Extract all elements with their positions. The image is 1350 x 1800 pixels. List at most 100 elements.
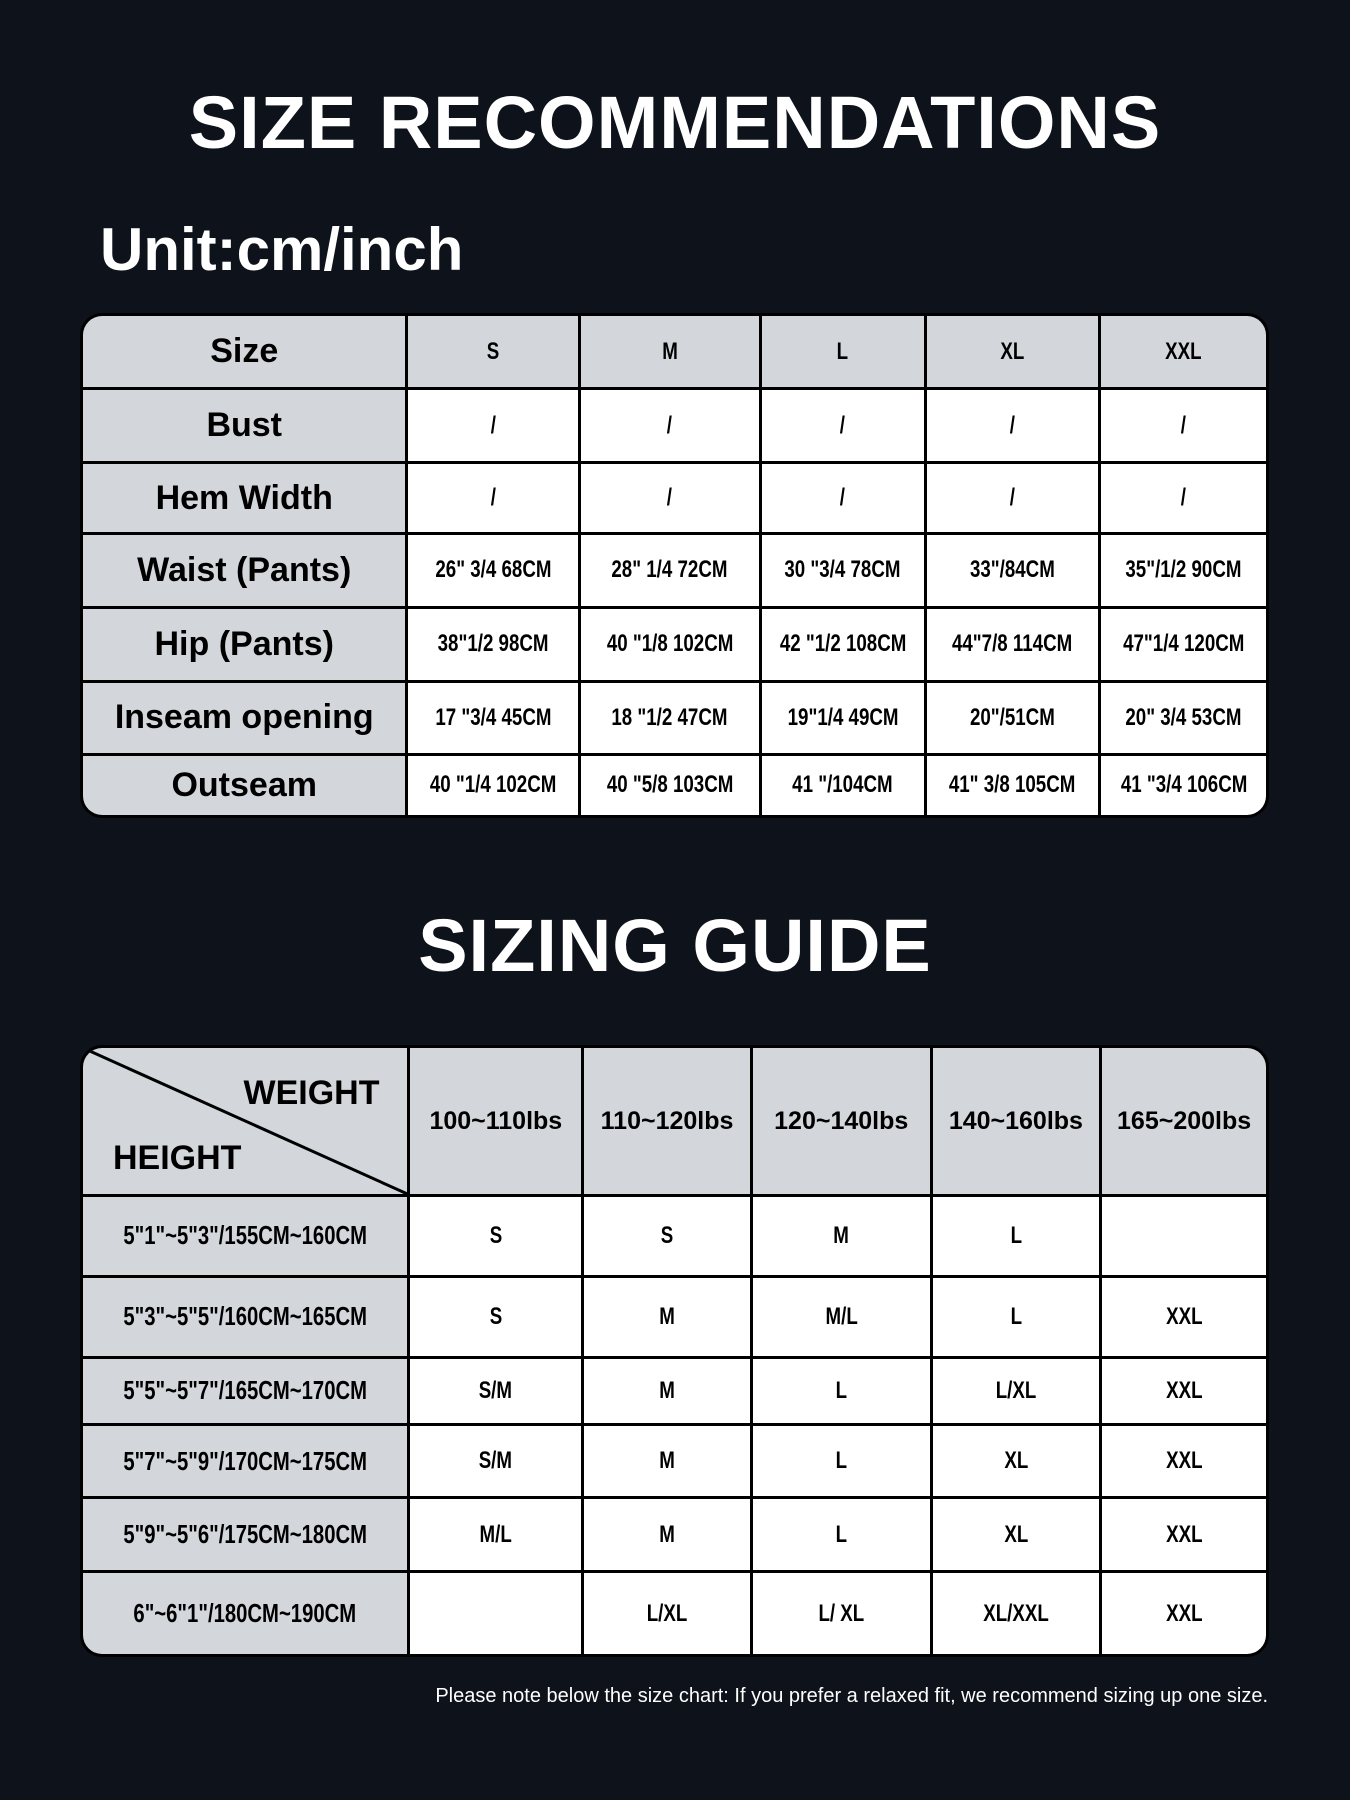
table-cell-text: 40 "1/4 102CM [430,771,557,799]
size-cell: M [752,1197,930,1275]
table-cell: 17 "3/4 45CM [408,682,579,753]
page-title: SIZE RECOMMENDATIONS [188,81,1162,164]
height-row-label: 5"3"~5"5"/160CM~165CM [83,1277,408,1356]
table-cell: 19"1/4 49CM [761,682,924,753]
table-cell: 41 "3/4 106CM [1101,755,1266,815]
size-cell-text: M [659,1302,675,1330]
table-cell: 44"7/8 114CM [926,608,1099,680]
corner-header-cell: WEIGHT HEIGHT [83,1048,408,1194]
header-cell-l: L [761,316,924,388]
size-table: Size S M L XL XXL Bust / / / / / Hem Width / / / / / Waist… [80,313,1269,818]
table-cell: 18 "1/2 47CM [581,682,759,753]
table-cell-text: / [1181,484,1187,512]
size-cell: XXL [1102,1426,1266,1497]
size-cell: XXL [1102,1358,1266,1424]
size-cell-text: M [659,1520,675,1548]
size-cell: S/M [410,1426,582,1497]
size-cell: L/XL [584,1573,750,1654]
unit-label: Unit:cm/inch [100,216,464,283]
size-cell: XXL [1102,1573,1266,1654]
table-cell-text: / [1009,411,1016,439]
row-label: Hem Width [83,464,406,533]
size-cell: S [584,1197,750,1275]
size-cell: S/M [410,1358,582,1424]
table-cell: 38"1/2 98CM [408,608,579,680]
size-cell: L/ XL [752,1573,930,1654]
size-cell: S [410,1277,582,1356]
table-cell: / [926,390,1099,462]
size-cell-text: S/M [479,1376,513,1404]
size-cell-text: XXL [1165,1447,1203,1475]
size-cell [1102,1197,1266,1275]
size-cell: L [932,1197,1100,1275]
size-cell: L [932,1277,1100,1356]
table-cell-text: / [490,484,496,512]
weight-header-cell: 120~140lbs [752,1048,930,1194]
sizing-guide-title: SIZING GUIDE [418,904,932,987]
table-cell: 40 "1/8 102CM [581,608,759,680]
table-cell-text: 26" 3/4 68CM [435,556,552,584]
table-cell: / [1101,390,1266,462]
table-cell: 40 "5/8 103CM [581,755,759,815]
height-row-label: 6"~6"1"/180CM~190CM [83,1573,408,1654]
height-row-label-text: 5"1"~5"3"/155CM~160CM [123,1220,368,1251]
table-cell: 40 "1/4 102CM [408,755,579,815]
size-cell: L [752,1499,930,1571]
header-cell-s-text: S [487,337,500,365]
weight-axis-label: WEIGHT [243,1074,380,1112]
size-cell: M/L [752,1277,930,1356]
sizing-guide-table: WEIGHT HEIGHT 100~110lbs 110~120lbs 120~14… [80,1045,1269,1657]
table-cell-text: 42 "1/2 108CM [779,630,906,658]
weight-header-cell: 165~200lbs [1102,1048,1266,1194]
table-cell: 47"1/4 120CM [1101,608,1266,680]
row-label: Inseam opening [83,682,406,753]
size-cell: M [584,1499,750,1571]
table-cell-text: 20" 3/4 53CM [1125,703,1242,731]
row-label: Hip (Pants) [83,608,406,680]
size-cell: XXL [1102,1499,1266,1571]
table-cell: / [408,464,579,533]
header-cell-xxl: XXL [1101,316,1266,388]
size-cell: L/XL [932,1358,1100,1424]
table-cell-text: 41 "3/4 106CM [1120,771,1247,799]
header-cell-xl: XL [926,316,1099,388]
size-cell-text: L [1010,1302,1022,1330]
size-cell-text: L/XL [995,1376,1037,1404]
size-cell: M [584,1426,750,1497]
table-cell-text: 28" 1/4 72CM [611,556,728,584]
size-cell: L [752,1358,930,1424]
height-row-label-text: 5"7"~5"9"/170CM~175CM [123,1445,368,1476]
header-cell-xl-text: XL [1000,337,1025,365]
table-cell: / [408,390,579,462]
diagonal-divider [83,1048,407,1194]
size-cell-text: L [1010,1221,1022,1249]
size-cell-text: S [489,1302,503,1330]
table-cell: 33"/84CM [926,535,1099,606]
table-cell-text: 38"1/2 98CM [437,630,549,658]
table-cell: 26" 3/4 68CM [408,535,579,606]
size-cell-text: XXL [1165,1302,1203,1330]
table-cell-text: 35"/1/2 90CM [1125,556,1242,584]
weight-header-cell: 140~160lbs [932,1048,1100,1194]
table-cell-text: / [1009,484,1016,512]
header-cell-m-text: M [662,337,678,365]
table-cell-text: / [667,411,673,439]
table-cell: / [581,390,759,462]
table-cell-text: 18 "1/2 47CM [611,703,728,731]
header-cell-xxl-text: XXL [1165,337,1202,365]
size-cell: XL/XXL [932,1573,1100,1654]
size-cell-text: M/L [479,1520,512,1548]
table-cell: 20" 3/4 53CM [1101,682,1266,753]
table-cell-text: / [667,484,673,512]
size-cell-text: M [659,1376,675,1404]
table-cell: 42 "1/2 108CM [761,608,924,680]
table-cell: 41 "/104CM [761,755,924,815]
size-cell-text: L [835,1447,847,1475]
size-cell: M [584,1358,750,1424]
size-cell-text: S [660,1221,674,1249]
size-cell: M [584,1277,750,1356]
table-cell-text: 30 "3/4 78CM [784,556,901,584]
table-cell-text: 33"/84CM [970,556,1055,584]
header-cell-s: S [408,316,579,388]
table-cell: 20"/51CM [926,682,1099,753]
